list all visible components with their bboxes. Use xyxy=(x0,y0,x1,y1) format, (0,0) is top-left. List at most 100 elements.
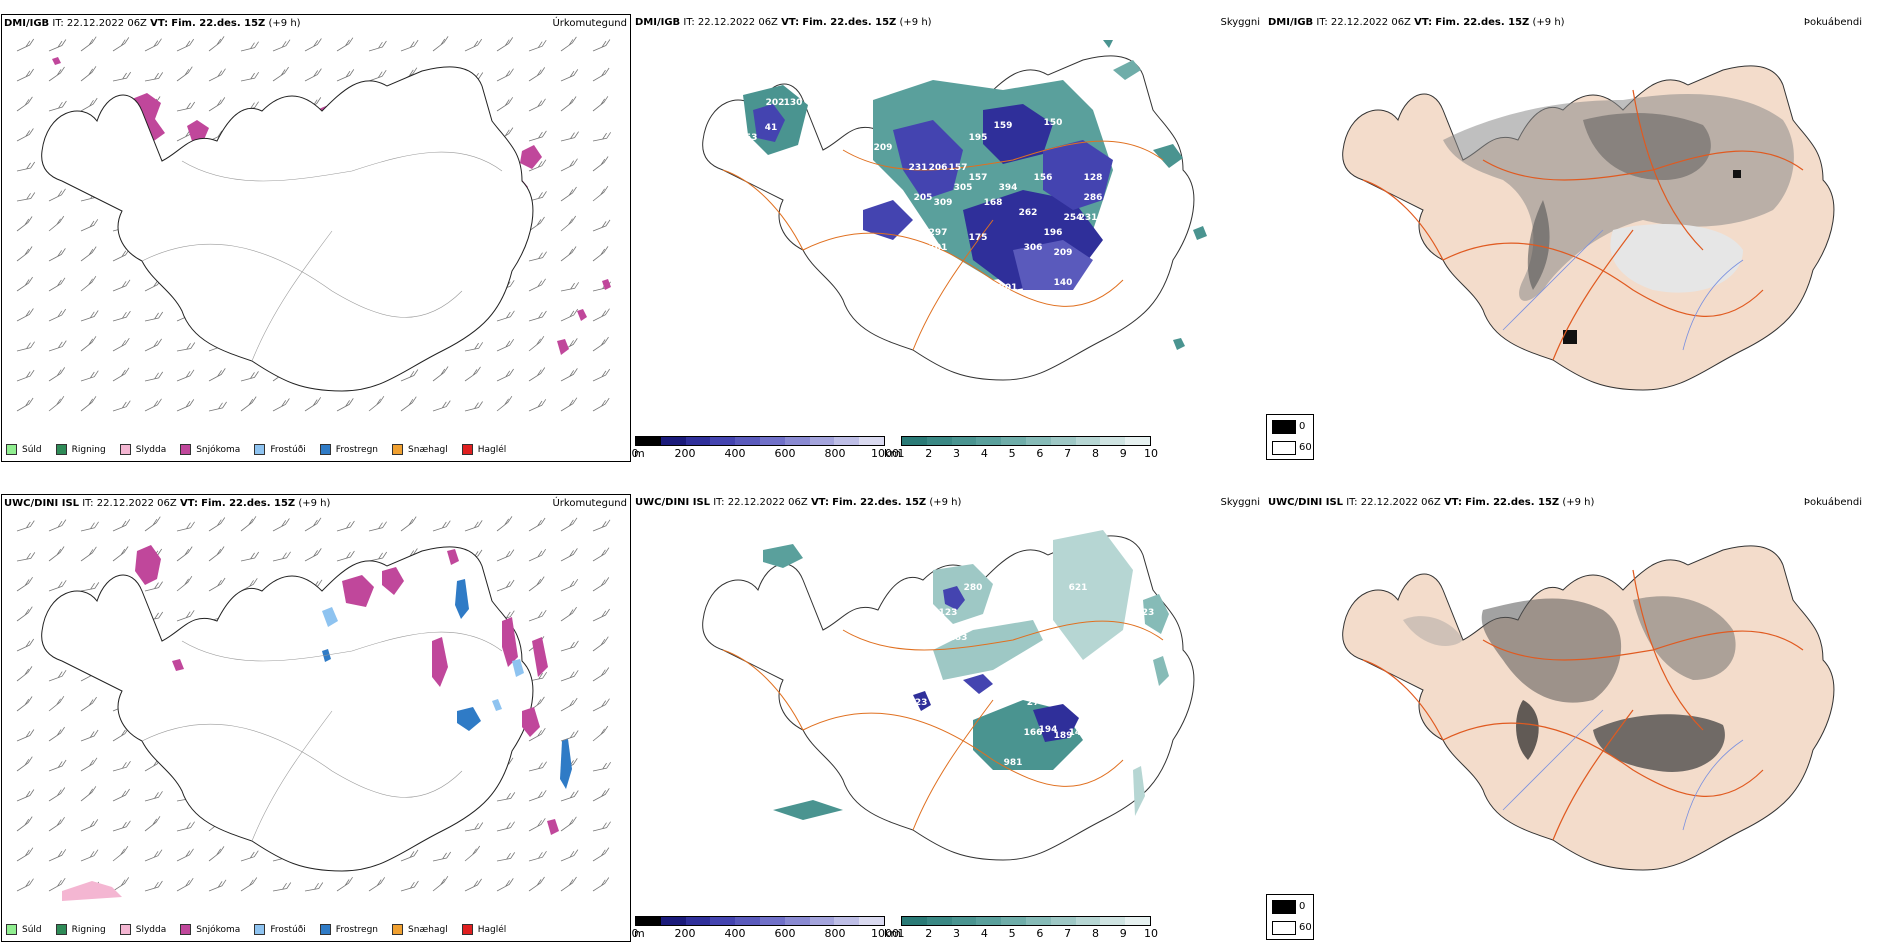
wind-barb xyxy=(16,606,33,622)
visibility-step xyxy=(1001,917,1026,925)
wind-barb xyxy=(16,789,35,802)
wind-barb xyxy=(336,520,355,532)
wind-barb xyxy=(304,882,324,892)
visibility-step xyxy=(951,917,977,925)
wind-barb xyxy=(496,878,514,892)
visibility-value-label: 194 xyxy=(1039,725,1058,735)
wind-barb xyxy=(496,37,514,52)
legend-item: Súld xyxy=(6,924,42,935)
cloud-base-step xyxy=(636,437,661,445)
wind-barb xyxy=(336,876,353,892)
visibility-value-label: 235 xyxy=(1014,683,1033,693)
wind-barb xyxy=(592,246,609,262)
wind-barb xyxy=(112,760,131,772)
wind-barb xyxy=(16,276,33,292)
panel-precip-type-uwc: UWC/DINI ISL IT: 22.12.2022 06Z VT: Fim.… xyxy=(1,494,631,942)
wind-barb xyxy=(48,308,67,322)
wind-barb xyxy=(464,520,483,532)
legend-item: Rigning xyxy=(55,444,106,455)
visibility-colorbar: 1 2 3 4 5 6 7 8 9 10 km xyxy=(884,916,1158,942)
legend-label: Súld xyxy=(22,444,42,455)
wind-barb xyxy=(112,367,130,382)
wind-barb xyxy=(304,517,322,532)
wind-barb xyxy=(112,337,130,352)
wind-barb xyxy=(592,788,610,802)
wind-barb xyxy=(16,128,34,142)
wind-barb xyxy=(304,397,322,412)
panel-header: DMI/IGB IT: 22.12.2022 06Z VT: Fim. 22.d… xyxy=(635,17,932,28)
visibility-step xyxy=(1100,917,1126,925)
visibility-tick: 6 xyxy=(1036,927,1044,940)
wind-barb xyxy=(16,576,33,592)
visibility-value-label: 142 xyxy=(1069,728,1088,738)
wind-barb xyxy=(80,396,97,412)
visibility-value-label: 140 xyxy=(884,253,903,263)
legend-swatch xyxy=(461,924,473,935)
fog-legend-swatch-low xyxy=(1272,420,1296,434)
wind-barb xyxy=(496,68,514,82)
visibility-value-label: 280 xyxy=(964,583,983,593)
map-fog-uwc xyxy=(1342,545,1835,871)
cloud-base-tick: 600 xyxy=(774,927,796,940)
cloud-base-tick: 600 xyxy=(774,447,796,460)
visibility-value-label: 211 xyxy=(999,303,1018,313)
wind-barb xyxy=(80,582,100,592)
wind-barb xyxy=(592,636,609,652)
wind-barb xyxy=(112,877,130,892)
visibility-tick: 4 xyxy=(980,447,988,460)
visibility-tick: 1 xyxy=(897,927,905,940)
wind-barb xyxy=(16,847,34,862)
cloud-base-step xyxy=(710,917,736,925)
param-label: Skyggni xyxy=(1220,17,1260,28)
wind-barb xyxy=(560,308,579,322)
wind-barb xyxy=(176,848,194,862)
fog-legend: 0 60 xyxy=(1266,414,1314,460)
wind-barb xyxy=(80,66,97,82)
legend-swatch xyxy=(6,444,17,455)
visibility-step xyxy=(1025,917,1051,925)
legend-item: Slydda xyxy=(119,444,166,455)
wind-barb xyxy=(560,158,578,172)
wind-barb xyxy=(336,69,355,82)
visibility-value-label: 128 xyxy=(1084,173,1103,183)
wind-barb xyxy=(144,516,161,532)
wind-barb xyxy=(400,396,417,412)
wind-barb xyxy=(112,37,130,52)
wind-barb xyxy=(432,366,449,382)
visibility-tick: 7 xyxy=(1064,447,1072,460)
legend-item: Slydda xyxy=(119,924,166,935)
wind-barb xyxy=(592,547,610,562)
visibility-value-label: 201 xyxy=(999,283,1018,293)
visibility-value-label: 331 xyxy=(1109,188,1128,198)
wind-barb xyxy=(464,366,481,382)
visibility-step xyxy=(951,437,977,445)
wind-barb xyxy=(528,548,547,562)
wind-barb xyxy=(592,821,611,832)
visibility-colorbar: 1 2 3 4 5 6 7 8 9 10 km xyxy=(884,436,1158,462)
wind-barb xyxy=(528,98,546,112)
iceland-landmass xyxy=(1342,545,1835,871)
wind-barb xyxy=(464,878,482,892)
cloud-base-tick: 400 xyxy=(724,927,746,940)
wind-barb xyxy=(16,729,35,742)
legend-swatch xyxy=(6,924,17,935)
wind-barb xyxy=(464,822,484,832)
wind-barb xyxy=(528,216,545,232)
iceland-coastline xyxy=(41,546,534,872)
wind-barb xyxy=(48,66,65,82)
wind-barb xyxy=(48,277,66,292)
visibility-step xyxy=(902,437,927,445)
fog-legend-swatch-low xyxy=(1272,900,1296,914)
wind-barb xyxy=(240,41,259,52)
legend-label: Snæhagl xyxy=(408,444,448,455)
legend-swatch xyxy=(119,924,131,935)
cloud-base-tick: 200 xyxy=(674,927,696,940)
wind-barb xyxy=(400,39,419,52)
panel-precip-type-dmi: DMI/IGB IT: 22.12.2022 06Z VT: Fim. 22.d… xyxy=(1,14,631,462)
wind-barb xyxy=(304,38,322,52)
legend-swatch xyxy=(254,924,266,935)
visibility-value-label: 231 xyxy=(909,163,928,173)
wind-barb xyxy=(112,400,131,412)
wind-barb xyxy=(432,851,452,862)
visibility-step xyxy=(976,437,1002,445)
